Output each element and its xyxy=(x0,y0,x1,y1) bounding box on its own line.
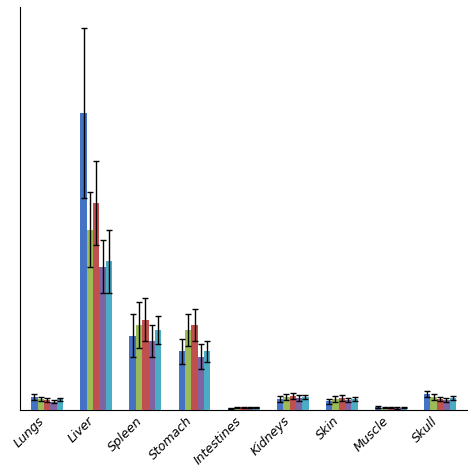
Bar xyxy=(388,408,394,410)
Bar xyxy=(179,351,185,410)
Bar xyxy=(185,330,191,410)
Bar xyxy=(375,407,382,410)
Bar xyxy=(450,398,456,410)
Bar xyxy=(93,203,100,410)
Bar xyxy=(87,229,93,410)
Bar xyxy=(394,408,401,410)
Bar xyxy=(277,399,283,410)
Bar xyxy=(351,399,358,410)
Bar xyxy=(37,399,44,410)
Bar xyxy=(296,398,302,410)
Bar xyxy=(136,325,142,410)
Bar xyxy=(302,397,309,410)
Bar xyxy=(129,336,136,410)
Bar xyxy=(100,266,106,410)
Bar xyxy=(44,400,50,410)
Bar xyxy=(234,408,240,410)
Bar xyxy=(149,341,155,410)
Bar xyxy=(283,397,290,410)
Bar xyxy=(443,400,450,410)
Bar xyxy=(290,396,296,410)
Bar xyxy=(80,113,87,410)
Bar xyxy=(437,399,443,410)
Bar xyxy=(191,325,198,410)
Bar xyxy=(424,394,430,410)
Bar xyxy=(345,400,351,410)
Bar xyxy=(382,408,388,410)
Bar xyxy=(142,319,149,410)
Bar xyxy=(253,407,260,410)
Bar xyxy=(57,399,63,410)
Bar xyxy=(332,399,338,410)
Bar xyxy=(50,402,57,410)
Bar xyxy=(204,351,210,410)
Bar xyxy=(240,407,247,410)
Bar xyxy=(155,330,161,410)
Bar xyxy=(247,408,253,410)
Bar xyxy=(338,398,345,410)
Bar xyxy=(401,408,407,410)
Bar xyxy=(430,397,437,410)
Bar xyxy=(31,397,37,410)
Bar xyxy=(106,261,112,410)
Bar xyxy=(198,357,204,410)
Bar xyxy=(326,401,332,410)
Bar xyxy=(228,408,234,410)
